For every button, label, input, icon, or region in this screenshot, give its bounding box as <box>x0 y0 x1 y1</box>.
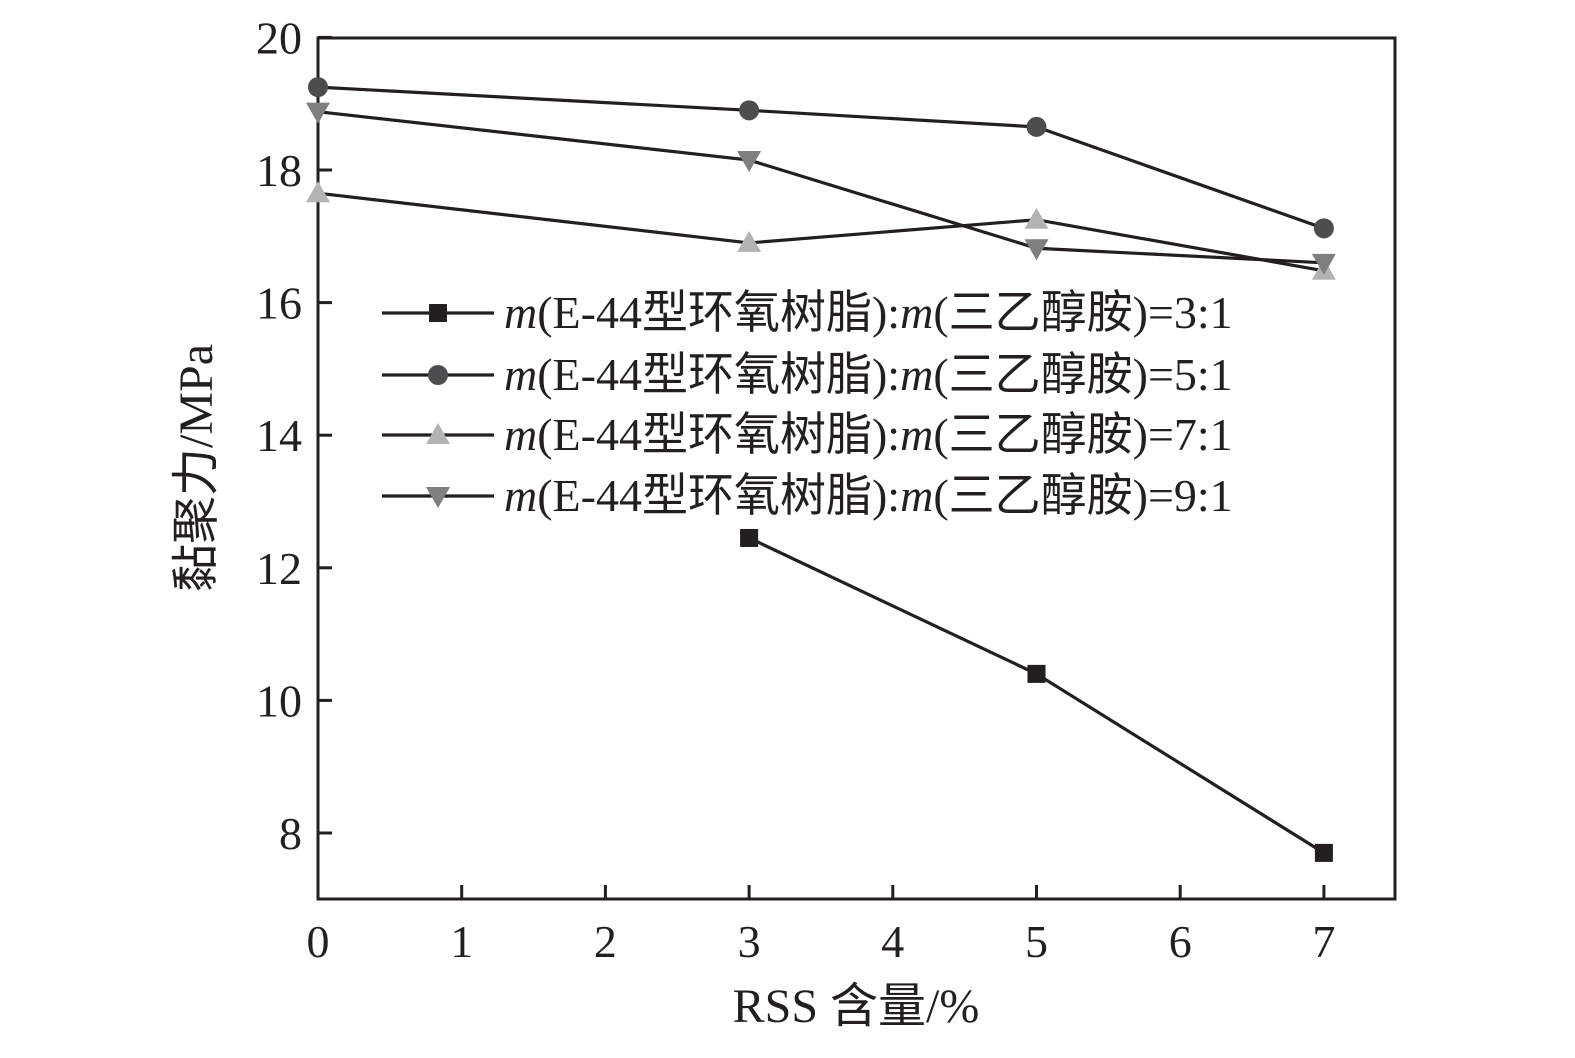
series-2-point <box>308 77 328 98</box>
y-tick-label: 16 <box>256 278 302 329</box>
series-1-point <box>1314 843 1333 862</box>
x-tick-label: 0 <box>307 916 330 967</box>
x-tick-label: 1 <box>450 916 473 967</box>
series-2-point <box>1313 218 1334 239</box>
series-2-point <box>1026 116 1047 137</box>
legend-label: m(E-44型环氧树脂):m(三乙醇胺)=7:1 <box>504 409 1233 460</box>
plot-frame <box>316 36 1397 901</box>
series-4-point <box>1311 253 1336 275</box>
x-tick-label: 3 <box>738 916 761 967</box>
series-3 <box>306 181 1336 280</box>
series-3-line <box>317 191 1325 273</box>
x-tick-label: 2 <box>594 916 617 967</box>
legend-label: m(E-44型环氧树脂):m(三乙醇胺)=9:1 <box>504 470 1233 521</box>
series-3-point <box>737 230 762 252</box>
series-2 <box>308 77 1334 239</box>
series-1 <box>740 528 1333 862</box>
y-tick-label: 20 <box>256 12 302 63</box>
legend-marker <box>428 365 448 385</box>
series-2-point <box>739 100 760 121</box>
legend-item-4: m(E-44型环氧树脂):m(三乙醇胺)=9:1 <box>382 470 1233 521</box>
series-3-point <box>306 181 330 203</box>
series-1-point <box>740 528 759 547</box>
y-tick-label: 10 <box>256 675 302 726</box>
x-tick-label: 7 <box>1312 916 1335 967</box>
y-tick-label: 18 <box>256 145 302 196</box>
x-tick-label: 4 <box>881 916 904 967</box>
x-tick-label: 5 <box>1025 916 1048 967</box>
legend-marker <box>429 304 447 322</box>
legend-label: m(E-44型环氧树脂):m(三乙醇胺)=3:1 <box>504 287 1233 338</box>
legend-marker <box>426 423 450 444</box>
series-1-line <box>748 536 1325 855</box>
series-2-line <box>317 85 1325 230</box>
legend-item-3: m(E-44型环氧树脂):m(三乙醇胺)=7:1 <box>382 409 1233 460</box>
y-tick-label: 12 <box>256 543 302 594</box>
y-tick-label: 14 <box>256 410 302 461</box>
legend-item-2: m(E-44型环氧树脂):m(三乙醇胺)=5:1 <box>382 349 1233 400</box>
series-4-line <box>317 110 1324 265</box>
legend: m(E-44型环氧树脂):m(三乙醇胺)=3:1 m(E-44型环氧树脂):m(三… <box>382 287 1233 521</box>
series-4 <box>306 102 1336 275</box>
series-4-point <box>1024 239 1049 261</box>
legend-label: m(E-44型环氧树脂):m(三乙醇胺)=5:1 <box>504 349 1233 400</box>
series-4-point <box>737 151 762 173</box>
legend-marker <box>426 487 450 508</box>
series-1-point <box>1027 664 1046 683</box>
legend-item-1: m(E-44型环氧树脂):m(三乙醇胺)=3:1 <box>382 287 1233 338</box>
y-axis-label: 黏聚力/MPa <box>170 344 223 592</box>
y-tick-label: 8 <box>279 808 302 859</box>
x-tick-label: 6 <box>1169 916 1192 967</box>
series-3-point <box>1024 207 1049 229</box>
x-axis-label: RSS 含量/% <box>733 980 980 1033</box>
series-layer <box>306 77 1336 862</box>
series-4-point <box>306 102 330 124</box>
